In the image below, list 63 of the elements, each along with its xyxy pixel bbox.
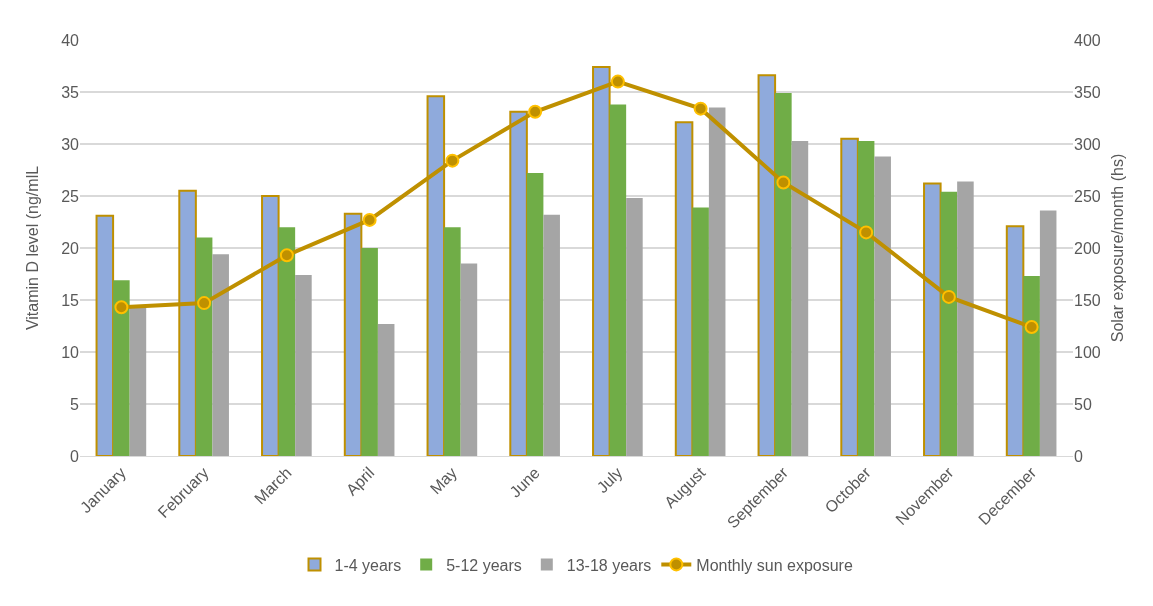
legend-label: Monthly sun exposure bbox=[696, 556, 853, 574]
bar bbox=[609, 104, 627, 456]
point bbox=[693, 101, 708, 116]
bar bbox=[460, 263, 478, 456]
point bbox=[362, 212, 377, 227]
x-tick-label: July bbox=[593, 463, 626, 497]
legend-label: 1-4 years bbox=[334, 556, 402, 574]
bar bbox=[195, 237, 213, 456]
point bbox=[114, 300, 129, 315]
bar bbox=[526, 173, 544, 456]
point bbox=[859, 225, 874, 240]
bar bbox=[775, 93, 792, 456]
bar bbox=[874, 156, 891, 456]
y2-tick-label: 200 bbox=[1074, 239, 1101, 257]
y2-tick-label: 0 bbox=[1074, 447, 1083, 465]
y-tick-label: 5 bbox=[70, 395, 80, 413]
bar bbox=[113, 280, 130, 456]
bar bbox=[444, 227, 461, 456]
y-tick-label: 40 bbox=[61, 31, 80, 49]
y2-tick-label: 150 bbox=[1074, 291, 1101, 309]
y2-tick-label: 300 bbox=[1074, 135, 1101, 153]
y-tick-label: 25 bbox=[61, 187, 80, 205]
y2-tick-label: 250 bbox=[1074, 187, 1101, 205]
bar bbox=[957, 181, 974, 456]
y2-tick-label: 400 bbox=[1074, 31, 1101, 49]
y-tick-label: 35 bbox=[61, 83, 80, 101]
point bbox=[1024, 320, 1039, 335]
bar bbox=[295, 275, 312, 456]
point bbox=[528, 104, 543, 119]
x-tick-label: May bbox=[426, 463, 461, 498]
point bbox=[197, 296, 212, 311]
bar bbox=[674, 121, 694, 456]
y-tick-label: 15 bbox=[61, 291, 80, 309]
y-tick-label: 20 bbox=[61, 239, 80, 257]
y-tick-label: 10 bbox=[61, 343, 80, 361]
bar bbox=[361, 248, 378, 456]
y2-tick-label: 100 bbox=[1074, 343, 1101, 361]
bar bbox=[692, 207, 709, 456]
bar bbox=[212, 254, 229, 456]
point bbox=[445, 153, 460, 168]
point bbox=[941, 289, 956, 304]
y-tick-label: 30 bbox=[61, 135, 80, 153]
y2-tick-label: 350 bbox=[1074, 83, 1101, 101]
bar bbox=[278, 227, 296, 456]
legend-label: 13-18 years bbox=[566, 556, 652, 574]
bar bbox=[377, 323, 395, 456]
point bbox=[279, 248, 294, 263]
bar bbox=[543, 214, 560, 456]
bar bbox=[129, 307, 147, 456]
bar bbox=[940, 191, 958, 456]
bar bbox=[857, 140, 875, 456]
point bbox=[776, 175, 791, 190]
bar bbox=[1039, 210, 1057, 456]
bar bbox=[791, 140, 809, 456]
bar bbox=[1023, 276, 1040, 456]
y-tick-label: 0 bbox=[70, 447, 80, 465]
legend-label: 5-12 years bbox=[446, 556, 522, 574]
y2-tick-label: 50 bbox=[1074, 395, 1092, 413]
y-axis-title: Vitamin D level (ng/mlL bbox=[24, 165, 41, 331]
point bbox=[610, 74, 625, 89]
bar bbox=[708, 107, 726, 456]
bar bbox=[626, 198, 643, 456]
y2-axis-title: Solar exposure/month (hs) bbox=[1109, 153, 1126, 343]
